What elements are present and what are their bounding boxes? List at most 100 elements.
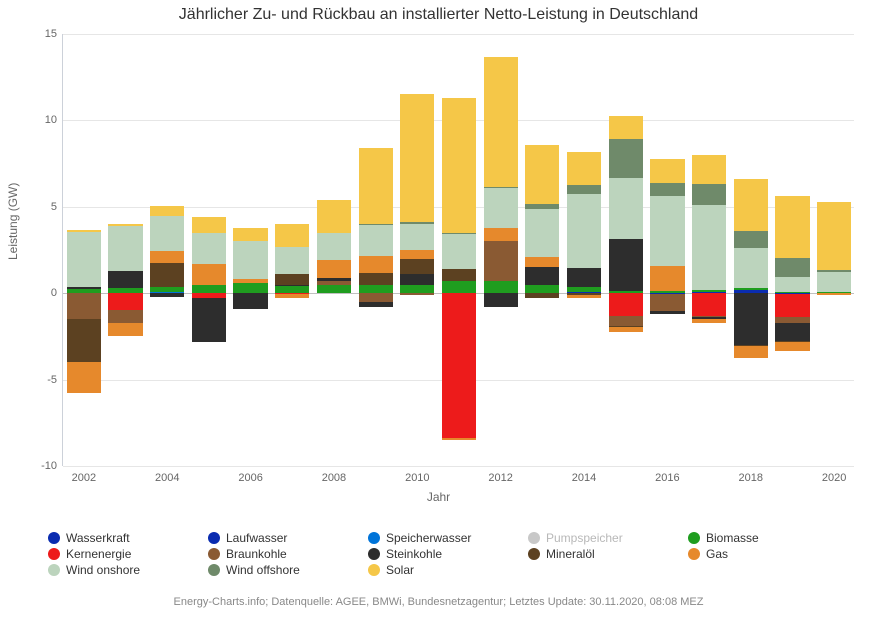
bar-segment-solar[interactable] (442, 98, 476, 233)
bar-segment-wind_offshore[interactable] (650, 183, 684, 195)
bar-segment-biomasse[interactable] (484, 281, 518, 293)
bar-segment-gas[interactable] (192, 264, 226, 285)
bar-segment-solar[interactable] (108, 224, 142, 226)
bar-segment-kernenergie[interactable] (108, 293, 142, 310)
bar-segment-solar[interactable] (150, 206, 184, 216)
bar-segment-mineraloel[interactable] (525, 293, 559, 297)
bar-segment-wind_onshore[interactable] (317, 233, 351, 261)
bar-segment-steinkohle[interactable] (650, 311, 684, 314)
bar-segment-wind_onshore[interactable] (567, 194, 601, 268)
bar-segment-biomasse[interactable] (233, 283, 267, 293)
bar-segment-biomasse[interactable] (442, 281, 476, 293)
bar-segment-solar[interactable] (609, 116, 643, 138)
bar-segment-steinkohle[interactable] (192, 298, 226, 341)
bar-segment-wind_offshore[interactable] (525, 204, 559, 208)
bar-segment-wind_onshore[interactable] (734, 248, 768, 288)
bar-segment-biomasse[interactable] (275, 286, 309, 293)
bar-segment-wind_onshore[interactable] (692, 205, 726, 290)
bar-segment-gas[interactable] (567, 295, 601, 298)
bar-segment-gas[interactable] (275, 294, 309, 298)
bar-segment-kernenergie[interactable] (442, 293, 476, 438)
bar-segment-gas[interactable] (359, 256, 393, 273)
legend-item-wasserkraft[interactable]: Wasserkraft (48, 530, 208, 546)
bar-segment-braunkohle[interactable] (108, 310, 142, 322)
bar-segment-wind_offshore[interactable] (484, 187, 518, 188)
legend-item-kernenergie[interactable]: Kernenergie (48, 546, 208, 562)
bar-segment-steinkohle[interactable] (775, 323, 809, 340)
bar-segment-solar[interactable] (734, 179, 768, 231)
bar-segment-steinkohle[interactable] (359, 302, 393, 307)
legend-item-laufwasser[interactable]: Laufwasser (208, 530, 368, 546)
bar-segment-solar[interactable] (275, 224, 309, 246)
bar-segment-kernenergie[interactable] (609, 293, 643, 315)
bar-segment-wind_onshore[interactable] (775, 277, 809, 293)
bar-segment-wind_onshore[interactable] (817, 272, 851, 293)
bar-segment-braunkohle[interactable] (317, 281, 351, 284)
bar-segment-mineraloel[interactable] (442, 269, 476, 281)
bar-segment-gas[interactable] (67, 362, 101, 393)
bar-segment-wind_offshore[interactable] (567, 185, 601, 194)
bar-segment-braunkohle[interactable] (609, 316, 643, 326)
bar-segment-gas[interactable] (108, 323, 142, 336)
bar-segment-steinkohle[interactable] (150, 293, 184, 296)
bar-segment-mineraloel[interactable] (400, 259, 434, 275)
bar-segment-gas[interactable] (734, 346, 768, 358)
bar-segment-solar[interactable] (192, 217, 226, 233)
bar-segment-braunkohle[interactable] (359, 293, 393, 302)
legend-item-steinkohle[interactable]: Steinkohle (368, 546, 528, 562)
bar-segment-solar[interactable] (567, 152, 601, 185)
bar-segment-gas[interactable] (400, 250, 434, 259)
bar-segment-wind_onshore[interactable] (650, 196, 684, 267)
bar-segment-solar[interactable] (317, 200, 351, 233)
bar-segment-steinkohle[interactable] (67, 287, 101, 289)
bar-segment-gas[interactable] (609, 327, 643, 332)
legend-item-solar[interactable]: Solar (368, 562, 528, 578)
bar-segment-steinkohle[interactable] (400, 274, 434, 284)
bar-segment-kernenergie[interactable] (775, 294, 809, 316)
bar-segment-gas[interactable] (775, 342, 809, 351)
bar-segment-wind_offshore[interactable] (692, 184, 726, 205)
bar-segment-wind_offshore[interactable] (775, 258, 809, 277)
bar-segment-braunkohle[interactable] (775, 317, 809, 324)
bar-segment-mineraloel[interactable] (359, 273, 393, 284)
bar-segment-steinkohle[interactable] (275, 285, 309, 287)
bar-segment-steinkohle[interactable] (233, 293, 267, 309)
bar-segment-wind_offshore[interactable] (817, 270, 851, 272)
bar-segment-solar[interactable] (484, 57, 518, 187)
legend-item-wind_onshore[interactable]: Wind onshore (48, 562, 208, 578)
bar-segment-mineraloel[interactable] (275, 274, 309, 284)
bar-segment-solar[interactable] (233, 228, 267, 242)
bar-segment-biomasse[interactable] (150, 287, 184, 292)
bar-segment-solar[interactable] (359, 148, 393, 224)
bar-segment-biomasse[interactable] (692, 290, 726, 293)
bar-segment-wind_onshore[interactable] (525, 209, 559, 257)
bar-segment-wind_onshore[interactable] (609, 178, 643, 238)
bar-segment-solar[interactable] (692, 155, 726, 184)
bar-segment-wind_offshore[interactable] (442, 233, 476, 235)
bar-segment-biomasse[interactable] (317, 285, 351, 294)
bar-segment-wind_onshore[interactable] (233, 241, 267, 279)
bar-segment-gas[interactable] (233, 279, 267, 282)
bar-segment-wind_onshore[interactable] (359, 225, 393, 256)
legend-item-biomasse[interactable]: Biomasse (688, 530, 848, 546)
bar-segment-wind_onshore[interactable] (484, 188, 518, 228)
legend-item-gas[interactable]: Gas (688, 546, 848, 562)
bar-segment-braunkohle[interactable] (650, 294, 684, 311)
bar-segment-steinkohle[interactable] (567, 268, 601, 287)
bar-segment-braunkohle[interactable] (400, 293, 434, 295)
legend-item-pumpspeicher[interactable]: Pumpspeicher (528, 530, 688, 546)
bar-segment-biomasse[interactable] (359, 285, 393, 294)
bar-segment-braunkohle[interactable] (484, 241, 518, 281)
bar-segment-solar[interactable] (525, 145, 559, 204)
bar-segment-braunkohle[interactable] (67, 293, 101, 319)
bar-segment-wind_onshore[interactable] (108, 226, 142, 271)
bar-segment-biomasse[interactable] (734, 288, 768, 290)
bar-segment-mineraloel[interactable] (67, 319, 101, 362)
bar-segment-gas[interactable] (692, 319, 726, 323)
bar-segment-steinkohle[interactable] (525, 267, 559, 284)
bar-segment-steinkohle[interactable] (734, 293, 768, 345)
bar-segment-steinkohle[interactable] (609, 239, 643, 291)
bar-segment-biomasse[interactable] (650, 291, 684, 294)
bar-segment-mineraloel[interactable] (150, 263, 184, 287)
bar-segment-wind_offshore[interactable] (734, 231, 768, 248)
